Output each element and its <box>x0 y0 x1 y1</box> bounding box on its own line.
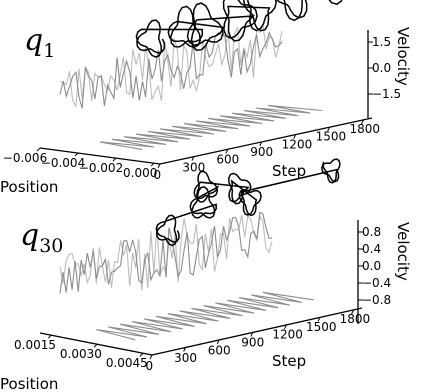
step-tick-mark <box>327 126 331 132</box>
step-tick-mark <box>183 347 187 352</box>
axis-title-velocity-q30: Velocity <box>394 222 412 281</box>
step-tick-mark <box>317 317 321 322</box>
position-tick-mark <box>150 162 155 167</box>
step-tick-label: 300 <box>174 351 197 365</box>
position-tick-label: −0.002 <box>79 161 123 175</box>
panel-title-q30: q30 <box>20 218 63 257</box>
velocity-tick-label: 0.4 <box>362 242 381 256</box>
step-tick-label: 900 <box>250 145 273 159</box>
position-tick-label: 0.000 <box>123 166 157 180</box>
position-tick-mark <box>47 334 52 339</box>
trajectory-lines-q30 <box>155 158 341 247</box>
step-tick-label: 1500 <box>316 130 347 144</box>
step-tick-mark <box>216 339 220 345</box>
projection-traces-q30 <box>59 211 314 341</box>
phase-trajectory <box>155 158 341 247</box>
position-tick-mark <box>112 157 117 162</box>
step-tick-label: 600 <box>208 343 231 357</box>
step-tick-label: 0 <box>154 168 162 182</box>
step-tick-label: 1200 <box>272 328 303 342</box>
velocity-tick-label: −0.8 <box>362 293 391 307</box>
projection-traces-q1 <box>59 23 323 151</box>
panel-title-q1: q1 <box>24 23 55 62</box>
velocity-tick-label: 0.0 <box>362 259 381 273</box>
velocity-projection-trace <box>59 214 273 291</box>
trajectory-lines-q1 <box>135 0 343 58</box>
velocity-projection-trace <box>59 23 283 109</box>
step-tick-label: 600 <box>216 153 239 167</box>
axis-title-step-q1: Step <box>272 162 306 180</box>
velocity-tick-label: −0.4 <box>362 276 391 290</box>
step-tick-mark <box>283 324 287 330</box>
step-tick-mark <box>259 141 263 147</box>
velocity-tick-label: 0.8 <box>362 225 381 239</box>
step-tick-label: 300 <box>182 160 205 174</box>
step-axis-line <box>151 307 363 356</box>
position-tick-label: −0.006 <box>3 151 47 165</box>
position-tick-label: 0.0015 <box>14 338 56 352</box>
velocity-projection-trace <box>59 31 283 109</box>
position-tick-mark <box>36 147 41 152</box>
phase-trajectory <box>135 0 343 58</box>
position-tick-label: 0.0045 <box>106 356 148 370</box>
step-axis-line <box>159 117 373 165</box>
position-projection-trace <box>96 291 314 341</box>
axis-title-position-q1: Position <box>0 178 58 196</box>
position-tick-mark <box>139 352 144 357</box>
axis-title-velocity-q1: Velocity <box>394 27 412 86</box>
step-tick-mark <box>361 119 364 125</box>
step-tick-mark <box>225 149 229 154</box>
step-tick-label: 0 <box>146 359 154 373</box>
position-tick-mark <box>74 152 79 157</box>
step-tick-label: 1500 <box>306 320 337 334</box>
position-tick-mark <box>93 343 98 348</box>
velocity-tick-label: 1.5 <box>372 35 391 49</box>
position-projection-trace <box>99 104 323 151</box>
position-axis-line <box>39 332 153 356</box>
position-tick-label: −0.004 <box>41 156 85 170</box>
step-tick-label: 900 <box>241 336 264 350</box>
step-tick-mark <box>293 134 297 139</box>
step-tick-mark <box>351 309 355 315</box>
velocity-tick-label: 0.0 <box>372 61 391 75</box>
velocity-tick-label: −1.5 <box>372 87 401 101</box>
step-tick-mark <box>250 332 254 337</box>
step-tick-mark <box>191 156 195 161</box>
axis-title-position-q30: Position <box>0 375 58 392</box>
velocity-projection-trace <box>59 211 273 294</box>
step-tick-mark <box>157 163 161 169</box>
step-tick-mark <box>149 354 153 360</box>
axis-title-step-q30: Step <box>272 352 306 370</box>
position-axis-line <box>39 147 161 165</box>
step-tick-label: 1800 <box>350 122 381 136</box>
step-tick-label: 1800 <box>340 312 371 326</box>
position-tick-label: 0.0030 <box>60 347 102 361</box>
step-tick-label: 1200 <box>282 137 313 151</box>
